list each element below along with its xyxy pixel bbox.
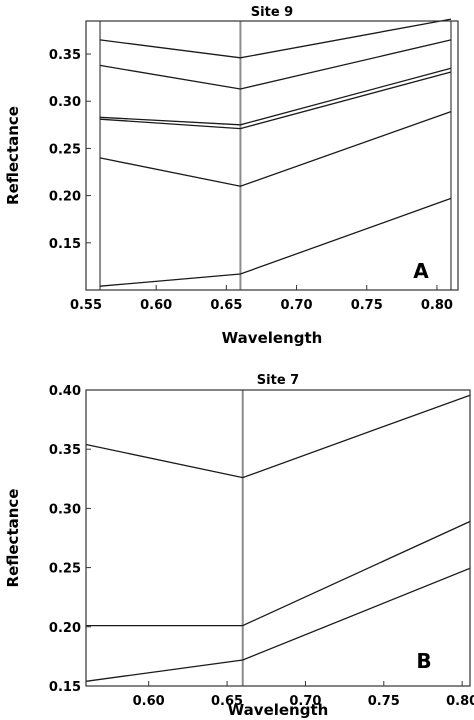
chart-2-ytick-label-2: 0.20 bbox=[49, 621, 81, 636]
chart-1-x-axis-label: Wavelength bbox=[222, 329, 323, 347]
chart-1-series-line-4 bbox=[99, 71, 452, 130]
chart-1: 0.55 0.60 0.65 0.70 0.75 0.80 0.15 0.20 0.25 0.30… bbox=[4, 5, 474, 347]
chart-1-xtick-label-3: 0.65 bbox=[210, 298, 242, 313]
chart-1-series-line-3 bbox=[99, 67, 452, 126]
chart-2-ytick-label-6: 0.40 bbox=[49, 384, 81, 399]
chart-1-y-axis-label: Reflectance bbox=[4, 106, 22, 205]
chart-2-ytick-label-4: 0.30 bbox=[49, 502, 81, 517]
chart-2-xtick-label-4: 0.75 bbox=[368, 694, 400, 709]
chart-2-ytick-label-1: 0.15 bbox=[49, 680, 81, 695]
chart-1-ytick-label-4: 0.30 bbox=[49, 95, 81, 110]
chart-1-xtick-label-1: 0.55 bbox=[70, 298, 102, 313]
chart-2-xtick-label-3: 0.70 bbox=[289, 694, 321, 709]
chart-2-x-axis-label: Wavelength bbox=[228, 701, 329, 719]
chart-2-ytick-label-3: 0.25 bbox=[49, 562, 81, 577]
chart-1-series-line-6 bbox=[99, 197, 452, 287]
chart-1-series-line-1 bbox=[99, 18, 452, 59]
chart-2-panel-label: B bbox=[416, 649, 431, 673]
chart-1-ytick-label-5: 0.35 bbox=[49, 48, 81, 63]
chart-2-series-line-1 bbox=[85, 393, 474, 479]
chart-1-ytick-label-1: 0.15 bbox=[49, 237, 81, 252]
chart-2-y-axis-label: Reflectance bbox=[4, 489, 22, 588]
chart-1-panel-label: A bbox=[413, 259, 429, 283]
chart-1-ytick-label-2: 0.20 bbox=[49, 190, 81, 205]
chart-1-clip-mask bbox=[458, 19, 474, 292]
chart-2-ytick-label-5: 0.35 bbox=[49, 443, 81, 458]
chart-2-title: Site 7 bbox=[257, 373, 299, 388]
chart-1-title: Site 9 bbox=[251, 5, 293, 20]
chart-2-series-line-2 bbox=[86, 518, 474, 627]
chart-2-series-line-3 bbox=[85, 566, 474, 682]
chart-1-xtick-label-6: 0.80 bbox=[421, 298, 453, 313]
chart-1-plot-frame bbox=[85, 20, 459, 291]
chart-2-xtick-label-2: 0.65 bbox=[211, 694, 243, 709]
chart-1-ytick-label-3: 0.25 bbox=[49, 142, 81, 157]
chart-1-xtick-label-4: 0.70 bbox=[281, 298, 313, 313]
chart-2: 0.60 0.65 0.70 0.75 0.80 0.15 0.20 0.25 0.30 0.35… bbox=[4, 373, 474, 719]
chart-1-series-line-2 bbox=[99, 39, 452, 90]
chart-1-series-line-5 bbox=[99, 110, 452, 187]
chart-2-plot-frame bbox=[85, 389, 471, 687]
chart-2-xtick-label-5: 0.80 bbox=[446, 694, 474, 709]
chart-1-xtick-label-2: 0.60 bbox=[140, 298, 172, 313]
chart-1-xtick-label-5: 0.75 bbox=[351, 298, 383, 313]
chart-2-clip-mask bbox=[470, 388, 474, 688]
chart-2-xtick-label-1: 0.60 bbox=[133, 694, 165, 709]
